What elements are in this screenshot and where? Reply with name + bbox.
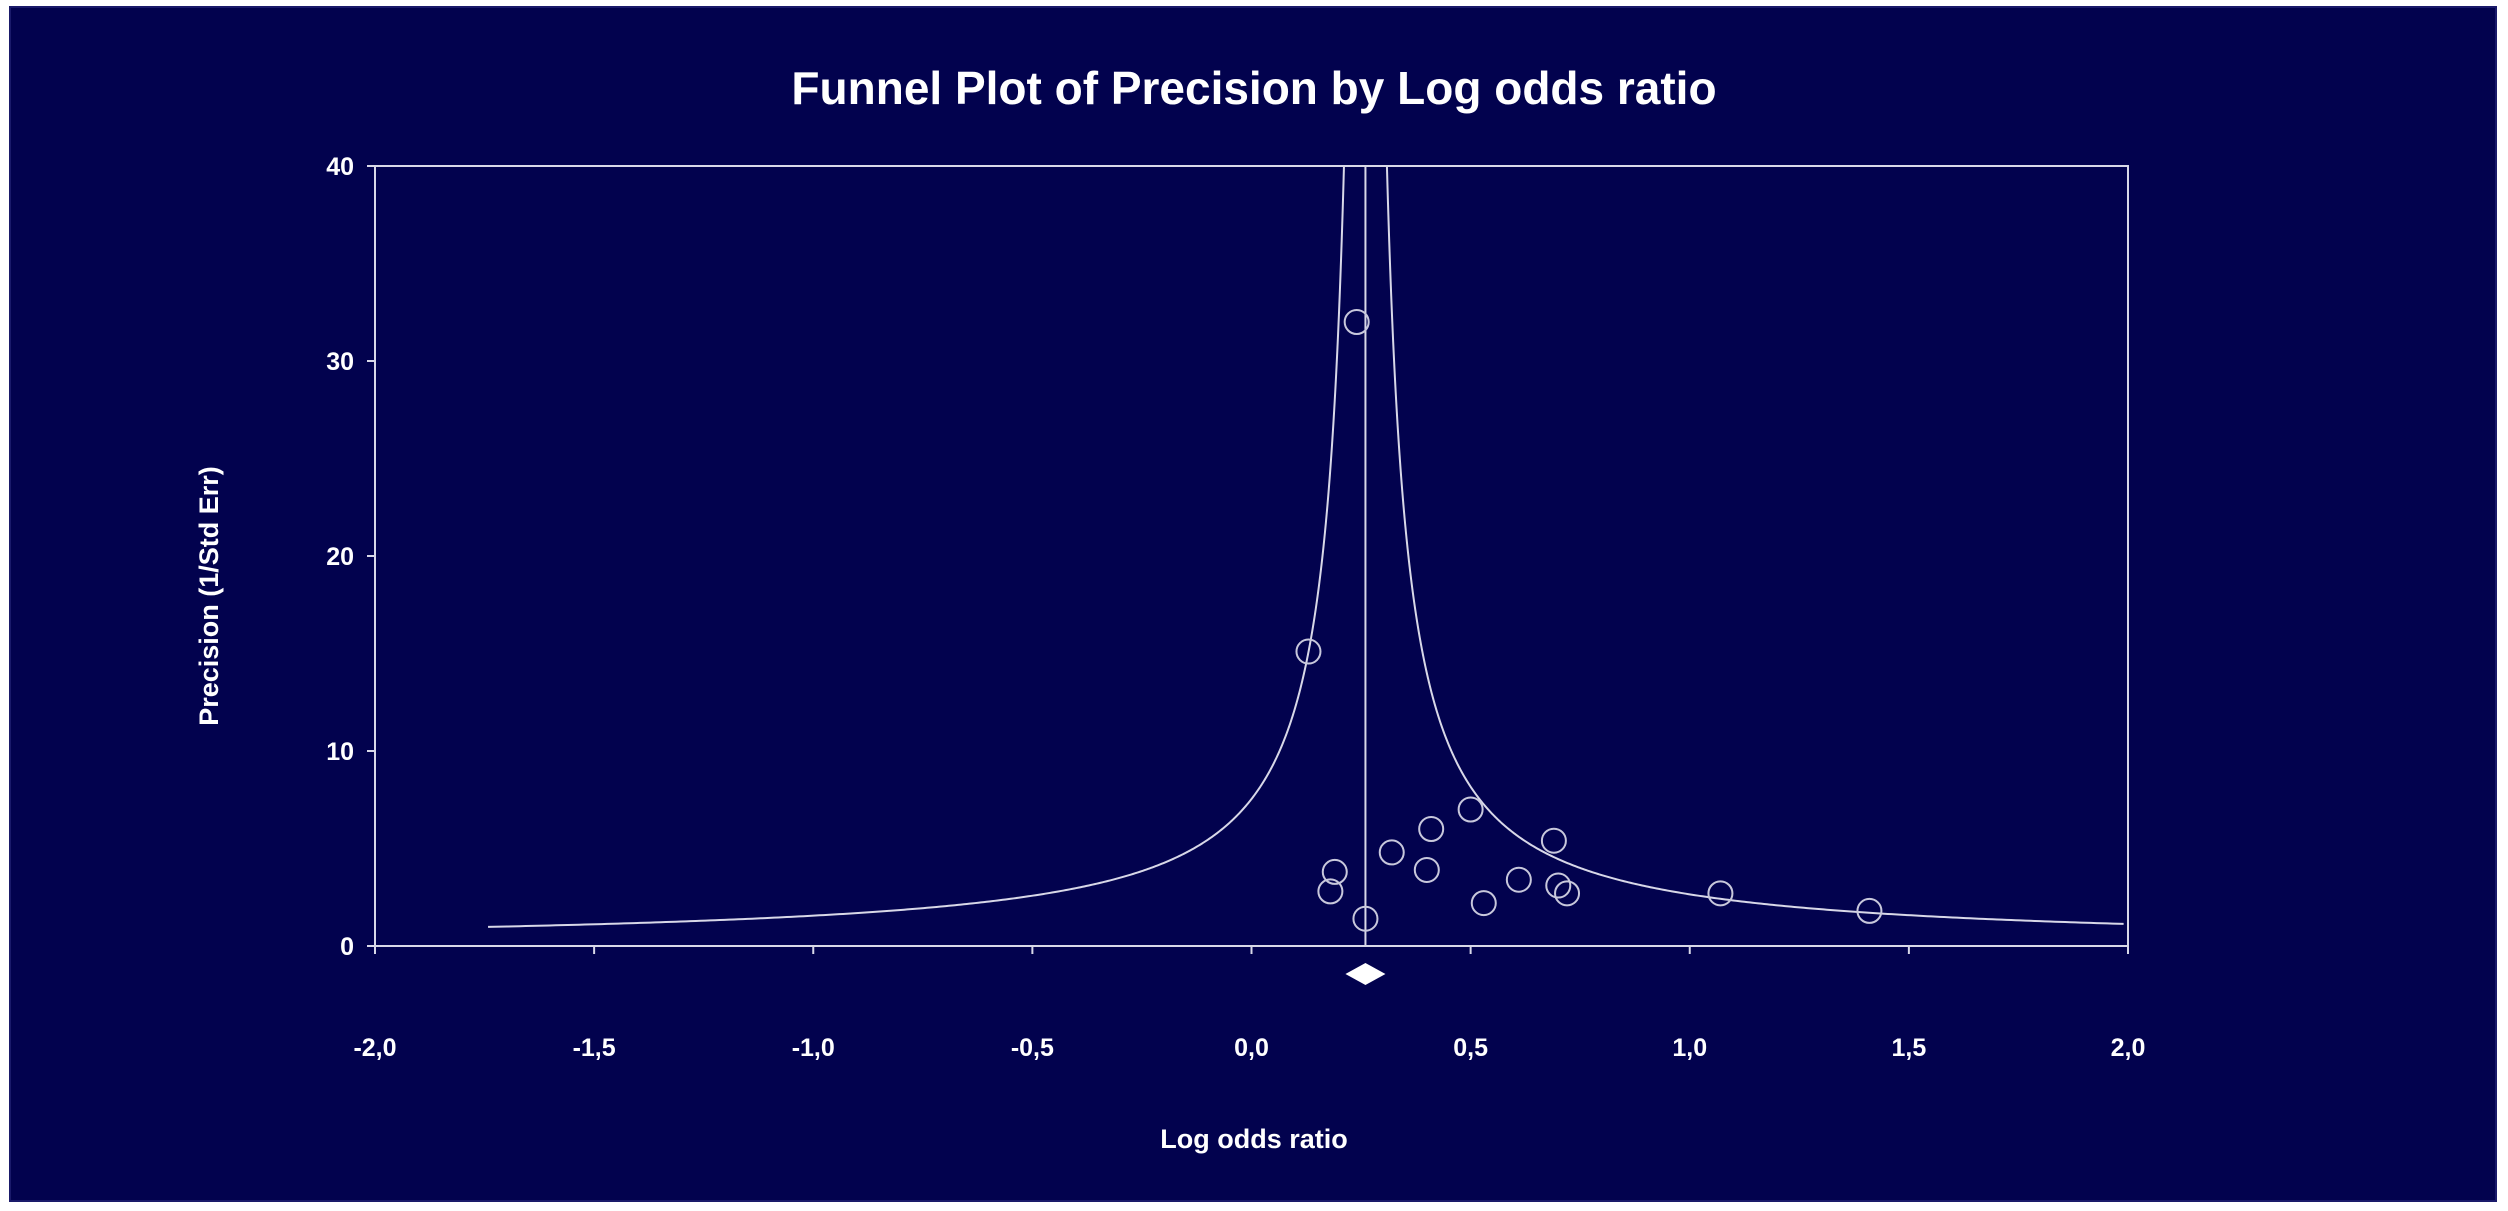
y-tick-label: 10 <box>326 738 354 766</box>
x-axis-label: Log odds ratio <box>1160 1124 1347 1154</box>
funnel-left-limit <box>488 165 1345 928</box>
y-axis-label: Precision (1/Std Err) <box>194 466 224 726</box>
x-axis-ticks: -2,0 -1,5 -1,0 -0,5 0,0 0,5 1,0 1,5 2,0 <box>353 946 2145 1062</box>
data-point <box>1540 827 1567 854</box>
y-tick-label: 20 <box>326 543 354 571</box>
chart-background <box>9 6 2497 1202</box>
x-tick-label: -2,0 <box>353 1034 396 1062</box>
data-point <box>1554 880 1581 907</box>
data-point <box>1418 816 1445 842</box>
y-tick-label: 40 <box>326 153 354 181</box>
funnel-right-limit <box>1385 165 2124 925</box>
data-point <box>1707 880 1734 907</box>
x-tick-label: -1,5 <box>573 1034 616 1062</box>
chart-title: Funnel Plot of Precision by Log odds rat… <box>791 62 1716 114</box>
data-point <box>1352 905 1379 932</box>
data-point <box>1343 309 1370 335</box>
x-tick-label: -0,5 <box>1011 1034 1054 1062</box>
y-axis-ticks: 0 10 20 30 40 <box>326 153 375 961</box>
data-point <box>1321 858 1348 885</box>
x-tick-label: 1,5 <box>1891 1034 1926 1062</box>
data-point <box>1378 839 1405 866</box>
data-point <box>1457 796 1484 823</box>
data-point <box>1295 638 1322 665</box>
pooled-estimate-diamond <box>1345 963 1386 985</box>
funnel-lines <box>488 165 2124 946</box>
data-point <box>1317 878 1344 905</box>
data-point <box>1413 856 1440 883</box>
x-tick-label: -1,0 <box>792 1034 835 1062</box>
x-tick-label: 0,0 <box>1234 1034 1269 1062</box>
x-tick-label: 1,0 <box>1672 1034 1707 1062</box>
data-point <box>1505 866 1532 893</box>
y-tick-label: 30 <box>326 348 354 376</box>
data-point <box>1856 897 1883 924</box>
x-tick-label: 0,5 <box>1453 1034 1488 1062</box>
data-point <box>1545 872 1572 899</box>
y-tick-label: 0 <box>340 933 354 961</box>
data-points <box>1295 309 1883 932</box>
data-point <box>1470 890 1497 917</box>
plot-area <box>374 165 2129 947</box>
x-tick-label: 2,0 <box>2111 1034 2146 1062</box>
